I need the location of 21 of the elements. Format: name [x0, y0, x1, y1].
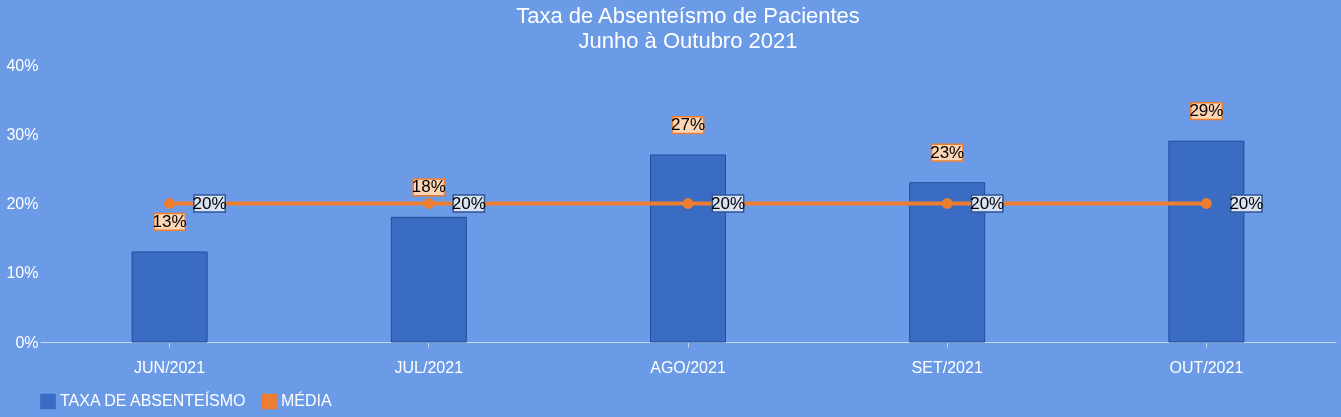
- x-tick-label: JUN/2021: [134, 358, 206, 376]
- data-label: 27%: [670, 115, 706, 135]
- bar: [131, 251, 208, 343]
- chart-title: Taxa de Absenteísmo de Pacientes: [516, 3, 860, 28]
- data-label: 13%: [152, 211, 187, 231]
- x-tick-label: SET/2021: [911, 358, 983, 376]
- bar: [390, 216, 467, 343]
- x-tick-label: JUL/2021: [394, 358, 464, 376]
- y-tick-label: 0%: [15, 333, 39, 351]
- data-label: 29%: [1189, 101, 1224, 121]
- x-tick-label: OUT/2021: [1169, 358, 1244, 376]
- legend-label: TAXA DE ABSENTEÍSMO: [60, 391, 246, 410]
- y-tick-label: 40%: [6, 56, 39, 74]
- data-label: 18%: [411, 177, 446, 197]
- y-tick-label: 10%: [6, 264, 39, 282]
- data-label: 23%: [930, 142, 965, 162]
- y-tick-label: 20%: [6, 195, 39, 212]
- chart-subtitle: Junho à Outubro 2021: [578, 28, 798, 53]
- y-tick-label: 30%: [6, 125, 39, 143]
- legend-label: MÉDIA: [281, 391, 332, 410]
- x-tick-label: AGO/2021: [650, 358, 726, 376]
